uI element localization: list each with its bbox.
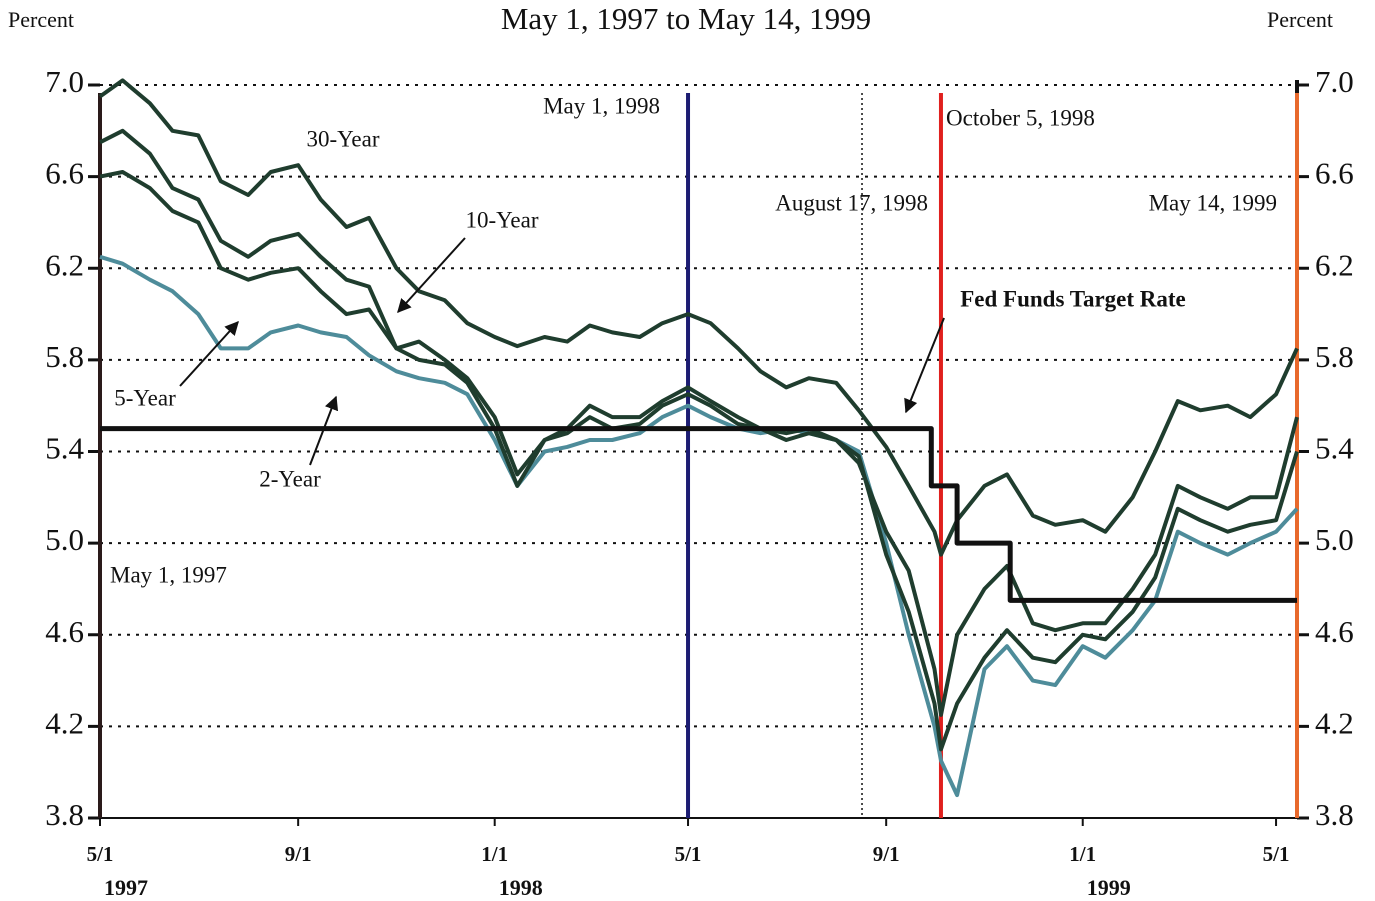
y2-tick-label: 3.8: [1315, 797, 1354, 832]
y2-tick-label: 5.4: [1315, 431, 1354, 466]
year-label: 1999: [1087, 875, 1131, 900]
series-label: 2-Year: [259, 466, 321, 491]
reference-label: October 5, 1998: [946, 105, 1095, 130]
y2-tick-label: 7.0: [1315, 64, 1354, 99]
x-tick-label: 1/1: [481, 842, 508, 866]
series-line: [99, 254, 1299, 798]
y2-tick-label: 5.0: [1315, 522, 1354, 557]
label-arrow: [397, 237, 466, 314]
series-line: [99, 128, 1299, 717]
label-arrow: [179, 320, 239, 387]
y2-tick-label: 4.6: [1315, 614, 1354, 649]
y-tick-label: 3.8: [45, 797, 84, 832]
y-axis-title: Percent: [8, 7, 74, 32]
reference-label: May 14, 1999: [1149, 190, 1277, 215]
x-tick-label: 9/1: [285, 842, 312, 866]
y2-tick-label: 6.6: [1315, 156, 1354, 191]
x-tick-label: 1/1: [1069, 842, 1096, 866]
y-tick-label: 7.0: [45, 64, 84, 99]
y2-tick-label: 5.8: [1315, 339, 1354, 374]
year-label: 1997: [104, 875, 148, 900]
y-tick-label: 4.2: [45, 705, 84, 740]
y-tick-label: 6.6: [45, 156, 84, 191]
y-tick-label: 4.6: [45, 614, 84, 649]
reference-label: May 1, 1998: [543, 93, 660, 118]
y2-axis-title: Percent: [1267, 7, 1333, 32]
series-line: [98, 78, 1299, 557]
y2-tick-label: 4.2: [1315, 705, 1354, 740]
x-tick-label: 5/1: [87, 842, 114, 866]
y-tick-label: 5.4: [45, 431, 84, 466]
reference-label: May 1, 1997: [110, 562, 227, 587]
x-tick-label: 9/1: [873, 842, 900, 866]
series-label: 10-Year: [465, 207, 538, 232]
series-line: [99, 170, 1299, 752]
series-label: Fed Funds Target Rate: [960, 286, 1186, 311]
chart-title: May 1, 1997 to May 14, 1999: [501, 1, 871, 36]
label-arrow: [309, 395, 339, 466]
label-arrow: [904, 317, 945, 414]
y-tick-label: 5.8: [45, 339, 84, 374]
y-tick-label: 5.0: [45, 522, 84, 557]
step-line: [100, 426, 1297, 603]
series-label: 5-Year: [114, 385, 176, 410]
year-label: 1998: [499, 875, 543, 900]
x-tick-label: 5/1: [1263, 842, 1290, 866]
y2-tick-label: 6.2: [1315, 247, 1354, 282]
y-tick-label: 6.2: [45, 247, 84, 282]
reference-label: August 17, 1998: [775, 190, 928, 215]
series-label: 30-Year: [306, 126, 379, 151]
x-tick-label: 5/1: [675, 842, 702, 866]
